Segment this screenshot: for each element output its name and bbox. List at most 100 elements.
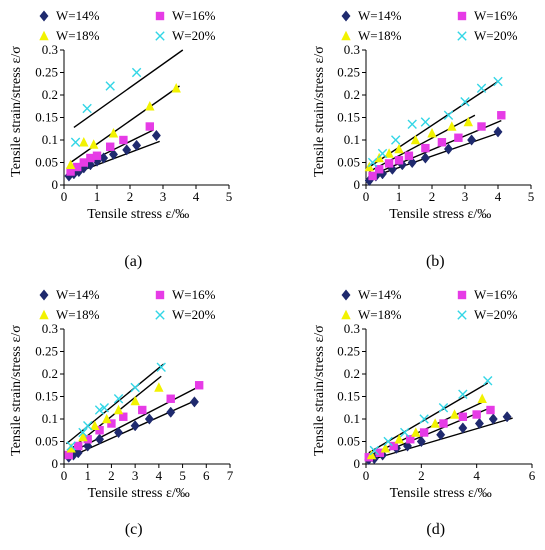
x-tick-label: 5: [179, 468, 186, 483]
chart-panel-3: 0 0.05 0.1 0.15 0.2 0.25 0.3 0 1 2 3 4 5 6 7 Tensile st…: [9, 287, 234, 538]
data-point: [107, 419, 116, 428]
series-w20: [70, 67, 142, 147]
data-point: [437, 138, 447, 147]
data-point: [119, 412, 128, 421]
y-tick-label: 0.1: [42, 132, 58, 147]
data-point: [458, 389, 468, 399]
data-point: [66, 167, 75, 176]
data-point: [138, 405, 147, 415]
data-point: [384, 159, 394, 168]
fit-line-4: [73, 49, 184, 128]
data-point: [416, 435, 426, 448]
data-point: [430, 418, 440, 428]
data-point: [194, 381, 204, 390]
legend-marker: [39, 309, 49, 320]
legend-marker: [155, 310, 165, 320]
x-tick-label: 6: [203, 468, 210, 483]
data-point: [458, 422, 468, 434]
data-point-stroke-b: [367, 157, 378, 168]
legend-marker: [457, 290, 467, 300]
data-point: [144, 413, 154, 425]
data-point: [383, 436, 393, 447]
x-tick-label: 7: [227, 468, 234, 483]
legend: W=14% W=16% W=18% W=20%: [39, 287, 216, 322]
x-tick-label: 1: [94, 189, 101, 204]
data-point: [421, 143, 430, 153]
data-point-stroke-b: [130, 382, 140, 393]
y-tick-label: 0.3: [42, 42, 58, 57]
data-point: [404, 151, 414, 160]
x-tick-label: 3: [462, 189, 469, 204]
data-point: [486, 405, 495, 415]
data-point: [90, 420, 100, 430]
data-point: [73, 162, 82, 172]
data-point: [189, 396, 199, 408]
legend-label: W=20%: [172, 28, 216, 43]
data-point-stroke-b: [460, 97, 470, 107]
data-point-stroke-b: [82, 103, 92, 114]
data-point: [113, 404, 124, 415]
x-tick-label: 1: [84, 468, 91, 483]
data-point-stroke-b: [377, 148, 388, 159]
x-tick-label: 0: [61, 189, 68, 204]
fit-line-3: [65, 375, 162, 454]
data-point: [132, 139, 142, 151]
data-point: [411, 427, 421, 437]
data-point: [79, 137, 89, 147]
data-point: [64, 450, 73, 460]
legend: W=14% W=16% W=18% W=20%: [39, 8, 216, 43]
data-point: [443, 110, 454, 120]
fit-line-2: [368, 407, 491, 460]
x-tick-label: 3: [132, 468, 139, 483]
legend-marker: [457, 310, 467, 320]
x-tick-label: 4: [193, 189, 200, 204]
series-w16: [368, 111, 506, 181]
data-point: [400, 427, 410, 438]
legend-marker: [457, 11, 467, 21]
data-point: [472, 410, 481, 419]
x-tick-label: 4: [473, 468, 480, 483]
fit-line-3: [70, 85, 180, 164]
data-point: [70, 137, 81, 147]
data-point: [447, 121, 457, 131]
legend-marker: [155, 290, 165, 300]
data-point: [79, 158, 88, 167]
y-tick-label: 0.15: [337, 389, 360, 404]
legend-marker-stroke-b: [457, 310, 467, 320]
data-point: [101, 413, 112, 424]
legend-marker: [457, 31, 467, 41]
data-point: [130, 420, 140, 432]
data-point: [86, 153, 95, 163]
y-tick-label: 0.2: [42, 87, 58, 102]
legend-label: W=14%: [358, 287, 402, 302]
y-tick-label: 0.15: [35, 389, 58, 404]
data-point-stroke-b: [419, 414, 429, 424]
data-point-stroke-b: [131, 67, 142, 78]
series-w16: [66, 122, 154, 176]
y-tick-label: 0.05: [337, 434, 360, 449]
panel-caption: (b): [426, 253, 445, 270]
legend-label: W=16%: [474, 8, 518, 23]
data-point: [95, 426, 104, 435]
data-point: [108, 148, 119, 160]
data-point: [375, 165, 384, 174]
legend-label: W=20%: [474, 28, 518, 43]
panel-caption: (a): [124, 253, 142, 270]
data-point: [83, 435, 92, 444]
data-point: [406, 435, 415, 444]
series-w16: [64, 381, 204, 460]
x-tick-label: 4: [495, 189, 502, 204]
data-point: [477, 393, 487, 403]
data-point: [375, 448, 385, 457]
data-point-stroke-b: [105, 81, 115, 91]
data-point: [488, 413, 498, 425]
x-tick-label: 0: [363, 468, 370, 483]
data-point: [436, 429, 446, 441]
y-tick-label: 0.3: [42, 321, 58, 336]
x-tick-label: 2: [127, 189, 134, 204]
y-axis-label: Tensile strain/stress ε/σ: [312, 46, 327, 177]
x-axis-label: Tensile stress ε/‰: [389, 207, 491, 222]
legend-label: W=16%: [172, 8, 216, 23]
y-tick-label: 0.05: [35, 434, 58, 449]
